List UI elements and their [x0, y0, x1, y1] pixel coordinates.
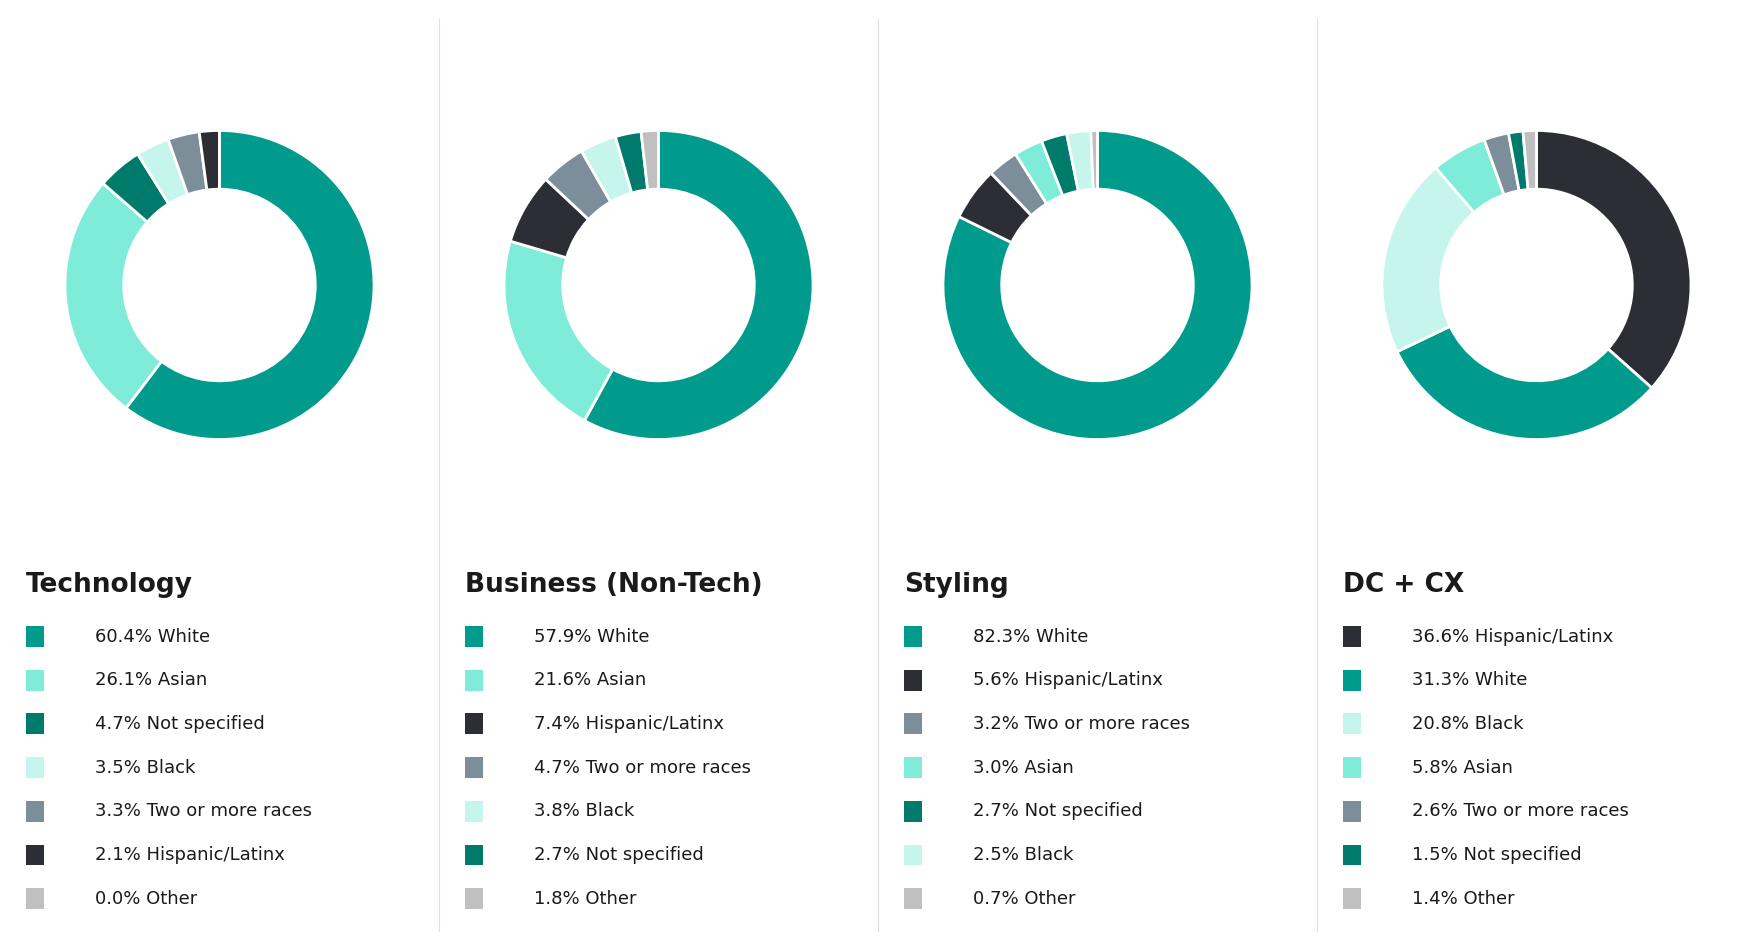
Bar — [904, 801, 921, 822]
Text: 4.7% Two or more races: 4.7% Two or more races — [534, 759, 751, 776]
Wedge shape — [198, 130, 219, 190]
Wedge shape — [1522, 130, 1536, 190]
Wedge shape — [137, 140, 188, 203]
Text: 82.3% White: 82.3% White — [972, 628, 1088, 645]
Text: Styling: Styling — [904, 572, 1007, 598]
Wedge shape — [1041, 134, 1078, 196]
Text: 3.3% Two or more races: 3.3% Two or more races — [95, 803, 312, 820]
Text: 3.0% Asian: 3.0% Asian — [972, 759, 1072, 776]
Text: 3.5% Black: 3.5% Black — [95, 759, 195, 776]
Text: 0.0% Other: 0.0% Other — [95, 890, 197, 907]
Wedge shape — [126, 130, 374, 440]
Wedge shape — [1508, 131, 1527, 191]
Bar — [465, 801, 483, 822]
Bar — [26, 713, 44, 734]
Wedge shape — [584, 130, 813, 440]
Wedge shape — [104, 154, 168, 222]
Text: 1.4% Other: 1.4% Other — [1411, 890, 1513, 907]
Wedge shape — [641, 130, 658, 190]
Bar — [26, 670, 44, 691]
Wedge shape — [1483, 133, 1518, 195]
Bar — [1343, 670, 1360, 691]
Text: 2.6% Two or more races: 2.6% Two or more races — [1411, 803, 1629, 820]
Text: 21.6% Asian: 21.6% Asian — [534, 672, 646, 689]
Text: 1.8% Other: 1.8% Other — [534, 890, 635, 907]
Wedge shape — [546, 151, 611, 219]
Text: 31.3% White: 31.3% White — [1411, 672, 1527, 689]
Text: 36.6% Hispanic/Latinx: 36.6% Hispanic/Latinx — [1411, 628, 1613, 645]
Bar — [465, 713, 483, 734]
Wedge shape — [1536, 130, 1690, 388]
Text: 60.4% White: 60.4% White — [95, 628, 211, 645]
Bar — [1343, 801, 1360, 822]
Text: 26.1% Asian: 26.1% Asian — [95, 672, 207, 689]
Text: 2.1% Hispanic/Latinx: 2.1% Hispanic/Latinx — [95, 846, 284, 864]
Bar — [26, 845, 44, 865]
Bar — [904, 845, 921, 865]
Bar — [465, 757, 483, 778]
Bar — [904, 757, 921, 778]
Bar — [465, 670, 483, 691]
Bar — [1343, 888, 1360, 909]
Text: 3.8% Black: 3.8% Black — [534, 803, 634, 820]
Bar — [904, 670, 921, 691]
Wedge shape — [581, 137, 632, 202]
Bar — [465, 626, 483, 647]
Bar — [465, 845, 483, 865]
Wedge shape — [990, 154, 1046, 216]
Wedge shape — [504, 241, 612, 421]
Wedge shape — [1014, 141, 1062, 204]
Text: 2.5% Black: 2.5% Black — [972, 846, 1072, 864]
Bar — [1343, 845, 1360, 865]
Wedge shape — [614, 131, 648, 193]
Text: 2.7% Not specified: 2.7% Not specified — [972, 803, 1143, 820]
Bar — [904, 713, 921, 734]
Text: 4.7% Not specified: 4.7% Not specified — [95, 715, 265, 732]
Text: 7.4% Hispanic/Latinx: 7.4% Hispanic/Latinx — [534, 715, 723, 732]
Text: Technology: Technology — [26, 572, 193, 598]
Wedge shape — [1397, 327, 1651, 440]
Text: Business (Non-Tech): Business (Non-Tech) — [465, 572, 762, 598]
Text: 2.7% Not specified: 2.7% Not specified — [534, 846, 704, 864]
Text: 57.9% White: 57.9% White — [534, 628, 649, 645]
Text: 5.6% Hispanic/Latinx: 5.6% Hispanic/Latinx — [972, 672, 1162, 689]
Bar — [26, 626, 44, 647]
Bar — [26, 801, 44, 822]
Wedge shape — [168, 132, 207, 195]
Bar — [465, 888, 483, 909]
Wedge shape — [942, 130, 1251, 440]
Text: 5.8% Asian: 5.8% Asian — [1411, 759, 1511, 776]
Wedge shape — [1381, 168, 1472, 352]
Text: 3.2% Two or more races: 3.2% Two or more races — [972, 715, 1190, 732]
Wedge shape — [958, 173, 1030, 242]
Wedge shape — [1065, 130, 1093, 191]
Bar — [1343, 626, 1360, 647]
Bar — [1343, 713, 1360, 734]
Bar — [904, 626, 921, 647]
Wedge shape — [1090, 130, 1097, 189]
Bar — [26, 888, 44, 909]
Wedge shape — [1436, 140, 1504, 213]
Bar — [26, 757, 44, 778]
Text: 20.8% Black: 20.8% Black — [1411, 715, 1522, 732]
Bar — [904, 888, 921, 909]
Bar — [1343, 757, 1360, 778]
Text: 1.5% Not specified: 1.5% Not specified — [1411, 846, 1581, 864]
Text: DC + CX: DC + CX — [1343, 572, 1464, 598]
Text: 0.7% Other: 0.7% Other — [972, 890, 1074, 907]
Wedge shape — [511, 180, 588, 257]
Wedge shape — [65, 183, 161, 408]
